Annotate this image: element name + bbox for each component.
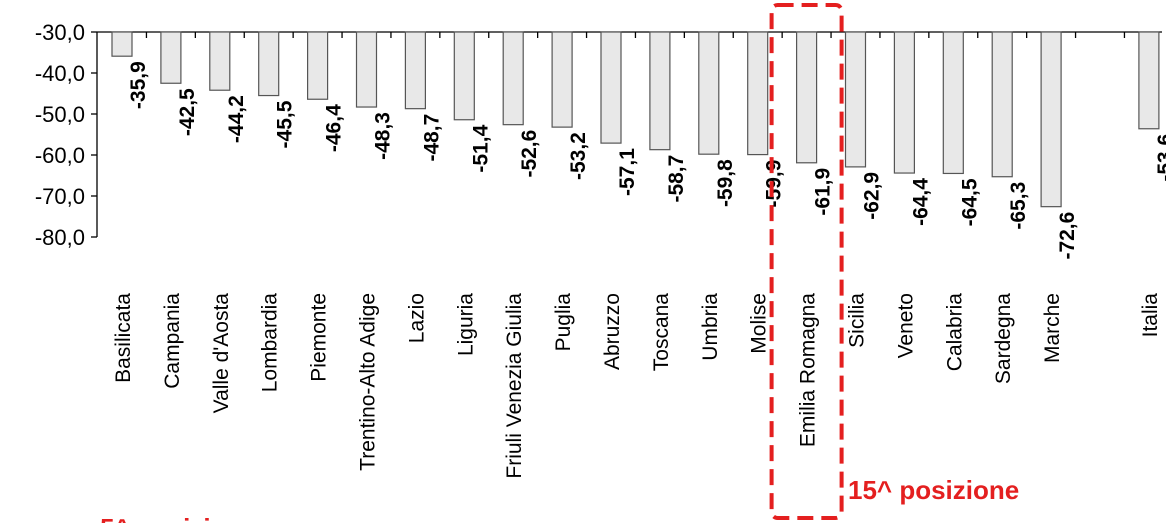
bar xyxy=(893,31,916,174)
category-label: Trentino-Alto Adige xyxy=(357,293,380,471)
bar xyxy=(698,31,720,155)
bar xyxy=(453,31,475,121)
category-label: Valle d'Aosta xyxy=(210,293,233,414)
category-label: Sicilia xyxy=(846,293,869,348)
data-label: -59,8 xyxy=(714,159,737,207)
data-label: -35,9 xyxy=(127,61,150,109)
bar xyxy=(795,31,818,164)
category-label: Emilia Romagna xyxy=(797,293,820,447)
data-label: -52,6 xyxy=(518,130,541,178)
bars xyxy=(111,31,1160,208)
category-label: Abruzzo xyxy=(601,293,624,370)
y-tick-label: -80,0 xyxy=(35,225,85,250)
category-label: Molise xyxy=(748,293,771,354)
bar xyxy=(404,31,426,110)
category-label: Sardegna xyxy=(992,293,1015,384)
category-label: Calabria xyxy=(943,293,966,372)
bar xyxy=(551,31,573,128)
bar xyxy=(1138,31,1160,130)
data-label: -62,9 xyxy=(861,172,884,220)
y-tick-label: -30,0 xyxy=(35,20,85,45)
category-label: Italia xyxy=(1139,293,1162,338)
category-label: Lombardia xyxy=(259,293,282,393)
data-label: -48,7 xyxy=(420,114,443,162)
y-axis: -30,0 -40,0 -50,0 -60,0 -70,0 -80,0 xyxy=(35,20,98,250)
data-label: -57,1 xyxy=(616,148,639,196)
bar xyxy=(1040,31,1062,208)
category-label: Liguria xyxy=(454,293,477,356)
annotation-15th-position: 15^ posizione xyxy=(848,475,1019,505)
data-label: -42,5 xyxy=(176,88,199,136)
data-label: -65,3 xyxy=(1007,182,1030,230)
highlight-box xyxy=(769,3,844,520)
bar xyxy=(942,31,964,175)
data-label: -53,2 xyxy=(567,132,590,180)
y-tick-label: -70,0 xyxy=(35,184,85,209)
category-labels: Basilicata Campania Valle d'Aosta Lombardia… xyxy=(112,293,1162,479)
category-label: Basilicata xyxy=(112,293,135,383)
bar xyxy=(355,31,378,108)
data-label: -44,2 xyxy=(225,95,248,143)
category-label: Piemonte xyxy=(308,293,331,382)
category-label: Veneto xyxy=(894,293,917,358)
category-label: Toscana xyxy=(650,293,673,372)
bar xyxy=(307,31,329,100)
bar xyxy=(111,31,133,57)
category-label: Friuli Venezia Giulia xyxy=(503,293,526,479)
bar xyxy=(747,31,769,156)
bar xyxy=(844,31,867,168)
category-label: Umbria xyxy=(699,293,722,361)
category-label: Lazio xyxy=(405,293,428,343)
value-labels: -35,9 -42,5 -44,2 -45,5 -46,4 -48,3 -48,7 -51,4… xyxy=(127,61,1166,259)
data-label: -61,9 xyxy=(812,168,835,216)
data-label: -53,6 xyxy=(1154,134,1166,182)
data-label: -45,5 xyxy=(274,100,297,148)
bar xyxy=(258,31,280,97)
bar xyxy=(160,31,182,84)
bar xyxy=(649,31,671,151)
data-label: -59,9 xyxy=(763,160,786,208)
y-tick-label: -50,0 xyxy=(35,102,85,127)
y-tick-label: -60,0 xyxy=(35,143,85,168)
data-label: -64,5 xyxy=(958,178,981,226)
annotation-5th-position: 5^ posizione xyxy=(100,513,257,523)
data-label: -46,4 xyxy=(323,104,346,152)
data-label: -72,6 xyxy=(1056,212,1079,260)
bar xyxy=(600,31,622,144)
y-tick-label: -40,0 xyxy=(35,61,85,86)
data-label: -58,7 xyxy=(665,155,688,203)
category-label: Puglia xyxy=(552,293,575,352)
bar xyxy=(209,31,231,91)
data-label: -51,4 xyxy=(469,124,492,172)
bar xyxy=(502,31,524,126)
category-label: Campania xyxy=(161,293,184,389)
category-label: Marche xyxy=(1041,293,1064,363)
data-label: -64,4 xyxy=(909,178,932,226)
bar xyxy=(991,31,1013,178)
data-label: -48,3 xyxy=(372,112,395,160)
